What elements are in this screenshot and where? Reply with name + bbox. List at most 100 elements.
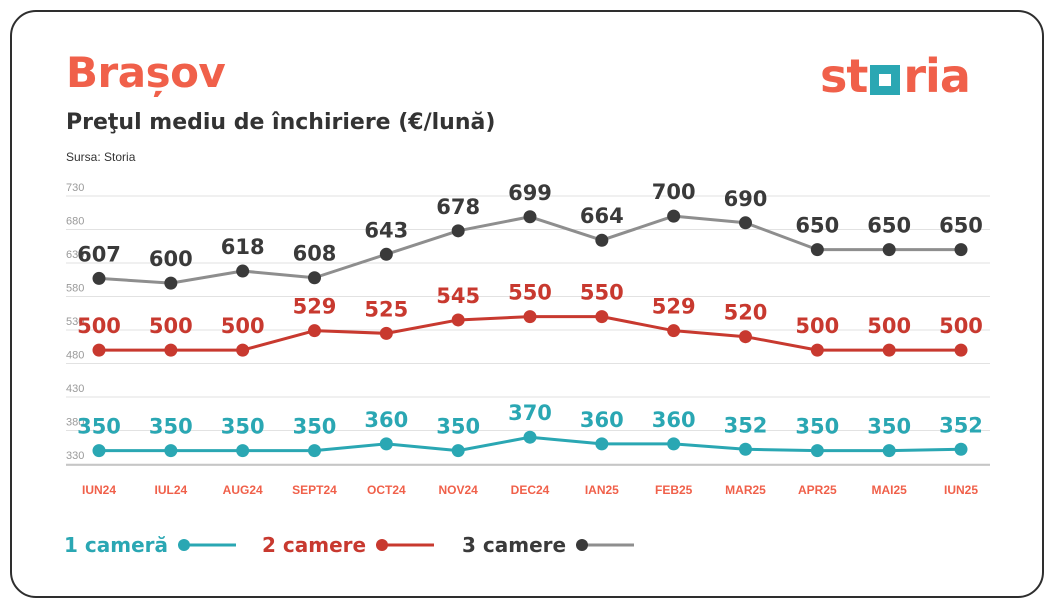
data-point: [739, 216, 752, 230]
x-tick-label: NOV24: [438, 483, 478, 497]
source-note: Sursa: Storia: [66, 150, 136, 164]
data-point: [667, 437, 681, 451]
data-point: [523, 430, 537, 444]
chart-card: [10, 10, 1044, 598]
data-point: [451, 224, 465, 238]
data-label: 360: [652, 408, 696, 432]
data-label: 700: [652, 180, 696, 204]
y-tick-label: 580: [66, 283, 84, 295]
x-tick-label: IUN25: [944, 483, 978, 497]
data-label: 550: [508, 281, 552, 305]
data-label: 370: [508, 401, 552, 425]
data-label: 529: [293, 295, 337, 319]
legend-label: 3 camere: [462, 533, 567, 557]
x-axis-layer: IUN24 IUL24 AUG24 SEPT24 OCT24 NOV24 DEC24 IAN2…: [82, 483, 978, 497]
data-label: 520: [724, 301, 768, 325]
y-tick-label: 530: [66, 316, 84, 328]
legend-marker-icon: [576, 539, 635, 551]
y-tick-label: 630: [66, 249, 84, 261]
data-point: [954, 243, 968, 257]
data-point: [92, 343, 106, 357]
logo-text-end: ria: [903, 49, 970, 103]
data-point: [882, 343, 896, 357]
data-label: 643: [364, 218, 408, 242]
legend-marker-icon: [178, 539, 236, 551]
data-point: [308, 271, 321, 285]
data-label: 678: [436, 195, 480, 219]
data-point: [236, 444, 250, 458]
data-label: 360: [364, 408, 408, 432]
data-point: [667, 209, 681, 223]
data-label: 608: [293, 242, 337, 266]
data-point: [92, 271, 106, 285]
data-label: 500: [867, 314, 911, 338]
data-label: 600: [149, 247, 193, 271]
data-point: [810, 243, 824, 257]
legend-item-1-camera: 1 cameră: [64, 530, 240, 560]
grid-layer: 730 680 630 580 530 480 430 380 330: [66, 182, 990, 466]
data-label: 550: [580, 281, 624, 305]
data-label: 350: [77, 415, 121, 439]
data-point: [739, 442, 752, 456]
data-point: [523, 210, 537, 224]
data-label: 350: [293, 415, 337, 439]
x-tick-label: MAR25: [725, 483, 766, 497]
y-tick-label: 430: [66, 383, 84, 395]
x-tick-label: IUN24: [82, 483, 116, 497]
data-label: 500: [221, 314, 265, 338]
y-tick-label: 380: [66, 417, 84, 429]
data-point: [308, 324, 321, 338]
data-point: [739, 330, 752, 344]
y-tick-label: 730: [66, 182, 84, 194]
data-label: 650: [795, 214, 839, 238]
data-point: [667, 324, 681, 338]
data-label: 607: [77, 242, 121, 266]
legend-item-3-camere: 3 camere: [462, 530, 638, 560]
legend-label: 2 camere: [262, 533, 367, 557]
data-label: 360: [580, 408, 624, 432]
y-tick-label: 480: [66, 350, 84, 362]
data-point: [523, 310, 537, 324]
data-point: [595, 310, 609, 324]
logo-square-icon: [870, 65, 901, 95]
data-label: 618: [221, 235, 265, 259]
x-tick-label: OCT24: [367, 483, 406, 497]
x-tick-label: IUL24: [154, 483, 187, 497]
data-point: [308, 444, 321, 458]
data-label: 350: [221, 415, 265, 439]
x-tick-label: FEB25: [655, 483, 693, 497]
x-tick-label: MAI25: [871, 483, 907, 497]
data-label: 690: [724, 187, 768, 211]
data-point: [954, 343, 968, 357]
points-layer: [92, 209, 968, 458]
chart-subtitle: Preţul mediu de închiriere (€/lună): [66, 110, 496, 135]
data-label: 350: [149, 415, 193, 439]
data-label: 650: [867, 214, 911, 238]
y-tick-label: 680: [66, 216, 84, 228]
page-title: Brașov: [66, 48, 226, 97]
data-label: 350: [867, 415, 911, 439]
data-point: [236, 343, 250, 357]
data-point: [595, 233, 609, 247]
labels-layer: 350 350 350 350 360 350 370 360 360 352 350 350 352 5…: [77, 180, 983, 439]
storia-logo: st ria: [820, 49, 971, 103]
data-point: [164, 444, 178, 458]
data-point: [954, 442, 968, 456]
x-tick-label: IAN25: [585, 483, 619, 497]
data-point: [164, 343, 178, 357]
data-point: [451, 444, 465, 458]
data-label: 500: [77, 314, 121, 338]
x-tick-label: APR25: [798, 483, 837, 497]
data-label: 350: [436, 415, 480, 439]
data-label: 529: [652, 295, 696, 319]
data-point: [810, 444, 824, 458]
legend-item-2-camere: 2 camere: [262, 530, 438, 560]
data-label: 699: [508, 181, 552, 205]
data-point: [236, 264, 250, 278]
data-point: [595, 437, 609, 451]
legend-marker-icon: [376, 539, 435, 551]
data-label: 500: [795, 314, 839, 338]
data-point: [379, 247, 393, 261]
logo-text-start: st: [820, 49, 868, 103]
